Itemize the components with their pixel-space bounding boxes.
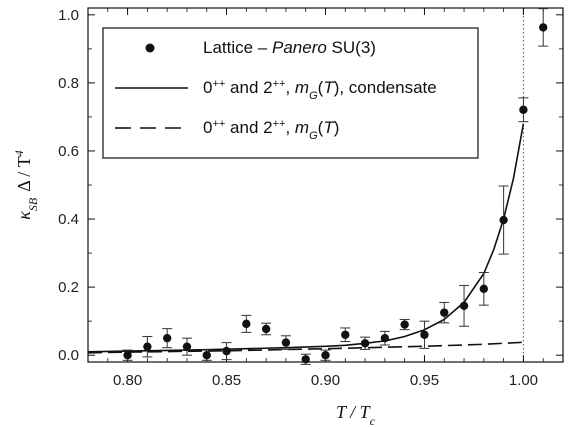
legend-box [102,27,479,159]
y-tick-label: 0.4 [58,211,79,228]
data-point [379,330,390,346]
point-marker [222,346,231,356]
data-point [320,349,331,361]
point-marker [202,350,211,360]
y-tick-label: 0.2 [58,279,79,296]
legend-label-part: , [285,78,294,97]
data-point [181,337,192,356]
legend-label-part: ++ [273,118,286,130]
data-point [340,327,351,343]
point-marker [519,105,528,114]
point-marker [182,342,192,351]
legend-label-part: Panero [272,38,327,57]
axis-ticks: 0.80 0.85 0.90 0.95 1.00 0.0 0.2 0.4 0.6 0.8 1.0 [58,7,564,389]
point-marker [341,330,350,339]
y-axis-label-sup: 4 [12,150,26,156]
point-marker [440,308,449,317]
legend-label-part: m [295,78,309,97]
legend-label-part: , [285,118,294,137]
legend-label: 0++ and 2++, mG(T), condensate [203,78,437,102]
y-tick-label: 1.0 [58,7,79,24]
legend-label-part: T [323,78,335,97]
x-tick-label: 0.85 [212,372,241,389]
legend: Lattice – Panero SU(3)0++ and 2++, mG(T)… [102,27,479,159]
x-axis-label-sub: c [370,414,376,427]
legend-label-part: T [323,118,335,137]
x-axis-label: T / Tc [336,402,376,427]
data-point [538,8,549,47]
data-point [459,284,470,327]
y-axis-label-rest: Δ / T [14,156,34,192]
point-marker [539,23,548,32]
point-marker [400,320,409,329]
legend-label-part: ) [334,118,340,137]
data-point [478,271,489,306]
x-tick-label: 0.95 [410,372,439,389]
data-point [241,314,252,333]
data-point [399,318,410,331]
legend-label-part: and 2 [225,118,272,137]
legend-label-part: G [309,90,318,102]
legend-label-part: ( [318,78,324,97]
data-point [439,301,450,324]
point-marker [479,284,489,294]
data-point [419,320,430,349]
point-marker [162,333,172,343]
y-axis-label-kappa: κ [14,211,34,220]
point-marker [360,339,370,348]
point-marker [380,333,390,343]
point-marker [143,342,152,351]
point-marker [321,350,330,360]
point-marker [261,324,271,334]
x-tick-label: 0.90 [311,372,340,389]
legend-marker [145,43,155,53]
lattice-data-points [122,8,549,365]
point-marker [123,350,132,360]
x-tick-label: 1.00 [509,372,538,389]
legend-label-part: SU(3) [327,38,376,57]
y-tick-label: 0.6 [58,143,79,160]
data-point [162,328,173,349]
legend-label-part: 0 [203,118,212,137]
legend-label: Lattice – Panero SU(3) [203,38,376,57]
legend-entry: Lattice – Panero SU(3) [145,38,376,57]
legend-label-part: ++ [212,118,225,130]
legend-label-part: G [309,130,318,142]
data-point [518,97,529,123]
point-marker [499,215,508,225]
y-axis-label-sub: SB [26,197,40,211]
legend-label-part: ( [318,118,324,137]
point-marker [242,319,251,329]
data-point [261,322,272,336]
legend-label-part: Lattice – [203,38,272,57]
x-tick-label: 0.80 [113,372,142,389]
legend-entry: 0++ and 2++, mG(T), condensate [115,78,437,102]
legend-label-part: 0 [203,78,212,97]
axis-labels: T / Tc κSB Δ / T4 [12,150,376,427]
data-point [300,353,311,365]
legend-label: 0++ and 2++, mG(T) [203,118,339,142]
data-point [201,349,212,361]
data-point [122,349,133,361]
y-axis-label: κSB Δ / T4 [12,150,40,220]
legend-label-part: ), condensate [334,78,437,97]
y-tick-label: 0.0 [58,347,79,364]
legend-label-part: and 2 [225,78,272,97]
data-point [280,335,291,350]
point-marker [459,301,469,311]
y-tick-label: 0.8 [58,75,79,92]
data-point [360,336,371,350]
legend-label-part: m [295,118,309,137]
point-marker [420,330,429,339]
data-point [221,342,232,361]
point-marker [301,355,310,364]
point-marker [281,338,291,347]
legend-label-part: ++ [273,78,286,90]
legend-entry: 0++ and 2++, mG(T) [115,118,339,142]
legend-label-part: ++ [212,78,225,90]
x-axis-label-main: T / T [336,402,372,422]
data-point [498,185,509,255]
data-point [142,335,153,358]
